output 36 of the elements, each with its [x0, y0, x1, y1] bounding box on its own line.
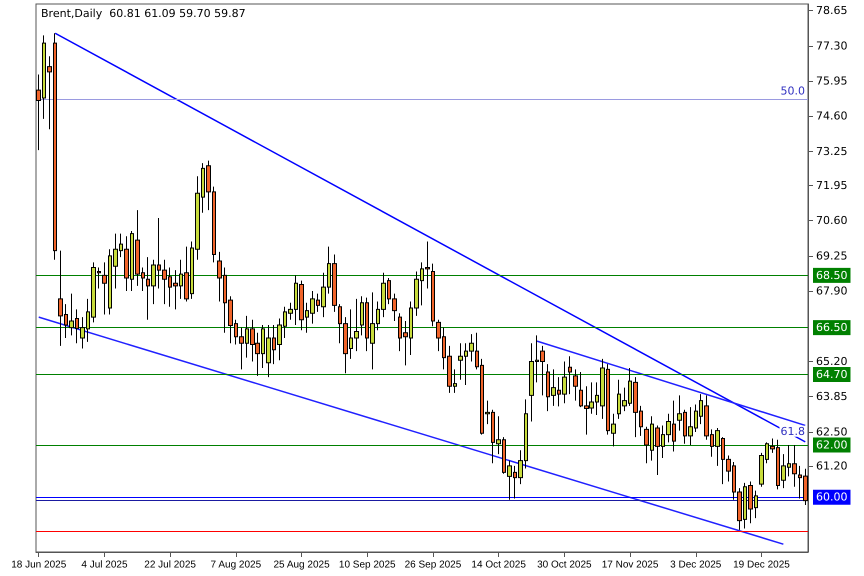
y-tick-label: 62.50: [816, 425, 848, 438]
y-tick-label: 74.60: [816, 110, 848, 123]
ref-line-label: 68.50: [816, 268, 848, 282]
y-tick-label: 73.25: [816, 144, 848, 158]
ref-line-label: 60.00: [816, 490, 848, 504]
x-tick-label: 18 Jun 2025: [11, 560, 67, 570]
x-tick-label: 7 Aug 2025: [210, 560, 262, 570]
ref-line-label: 66.50: [816, 321, 848, 334]
y-tick-label: 67.90: [816, 284, 848, 298]
x-tick-label: 17 Nov 2025: [602, 560, 659, 570]
y-tick-label: 70.60: [816, 214, 848, 228]
y-tick-label: 61.20: [816, 459, 848, 472]
x-tick-label: 3 Dec 2025: [670, 560, 722, 570]
x-tick-label: 22 Jul 2025: [144, 560, 196, 570]
y-tick-label: 71.95: [816, 178, 848, 192]
x-tick-label: 30 Oct 2025: [537, 560, 592, 570]
ref-line-label: 62.00: [816, 438, 848, 452]
y-tick-label: 69.25: [816, 249, 848, 262]
x-tick-label: 25 Aug 2025: [273, 560, 330, 570]
x-tick-label: 26 Sep 2025: [404, 560, 462, 570]
chart-title: Brent,Daily 60.81 61.09 59.70 59.87: [41, 7, 246, 20]
y-tick-label: 75.95: [816, 74, 848, 88]
candlestick: [573, 368, 578, 402]
y-tick-label: 65.20: [816, 355, 848, 368]
x-tick-label: 10 Sep 2025: [338, 560, 396, 570]
candlestick: [431, 263, 435, 327]
y-tick-label: 77.30: [816, 39, 848, 52]
candlestick: [568, 356, 572, 395]
annotation: 61.8: [780, 424, 806, 438]
x-tick-label: 4 Jul 2025: [81, 560, 128, 570]
annotation: 50.0: [780, 84, 806, 98]
x-tick-label: 19 Dec 2025: [733, 560, 790, 570]
y-tick-label: 63.85: [816, 390, 848, 404]
y-tick-label: 78.65: [816, 4, 848, 18]
x-tick-label: 14 Oct 2025: [471, 560, 526, 570]
ref-line-label: 64.70: [816, 368, 848, 382]
